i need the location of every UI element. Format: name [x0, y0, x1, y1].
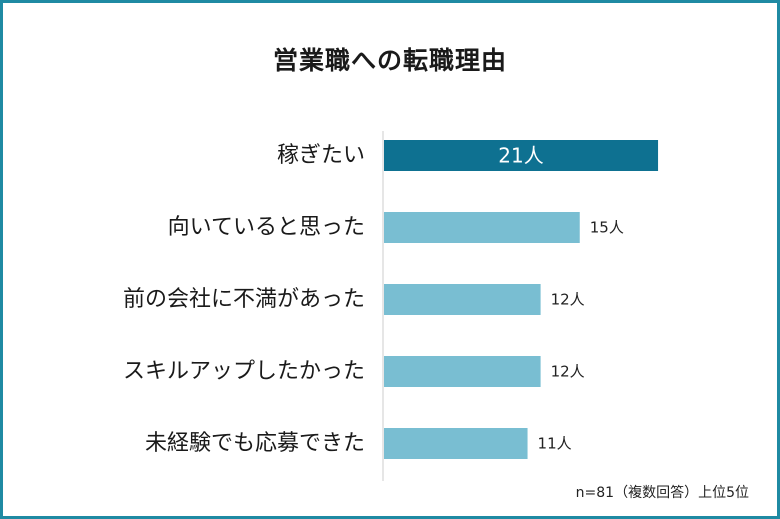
category-label: 未経験でも応募できた: [145, 431, 365, 456]
bar: [384, 284, 541, 315]
bar: [384, 356, 541, 387]
data-label: 11人: [538, 435, 572, 453]
bar: [384, 428, 528, 459]
data-label: 12人: [551, 291, 585, 309]
data-label: 12人: [551, 363, 585, 381]
category-label: 前の会社に不満があった: [123, 287, 365, 312]
chart-title: 営業職への転職理由: [272, 46, 507, 75]
data-label: 15人: [590, 219, 624, 237]
data-label: 21人: [498, 144, 543, 168]
category-label: スキルアップしたかった: [123, 359, 365, 384]
sample-note: n=81（複数回答）上位5位: [575, 485, 749, 501]
category-label: 向いていると思った: [168, 215, 365, 240]
bar: [384, 212, 580, 243]
bar: [384, 140, 659, 171]
category-label: 稼ぎたい: [277, 143, 365, 168]
